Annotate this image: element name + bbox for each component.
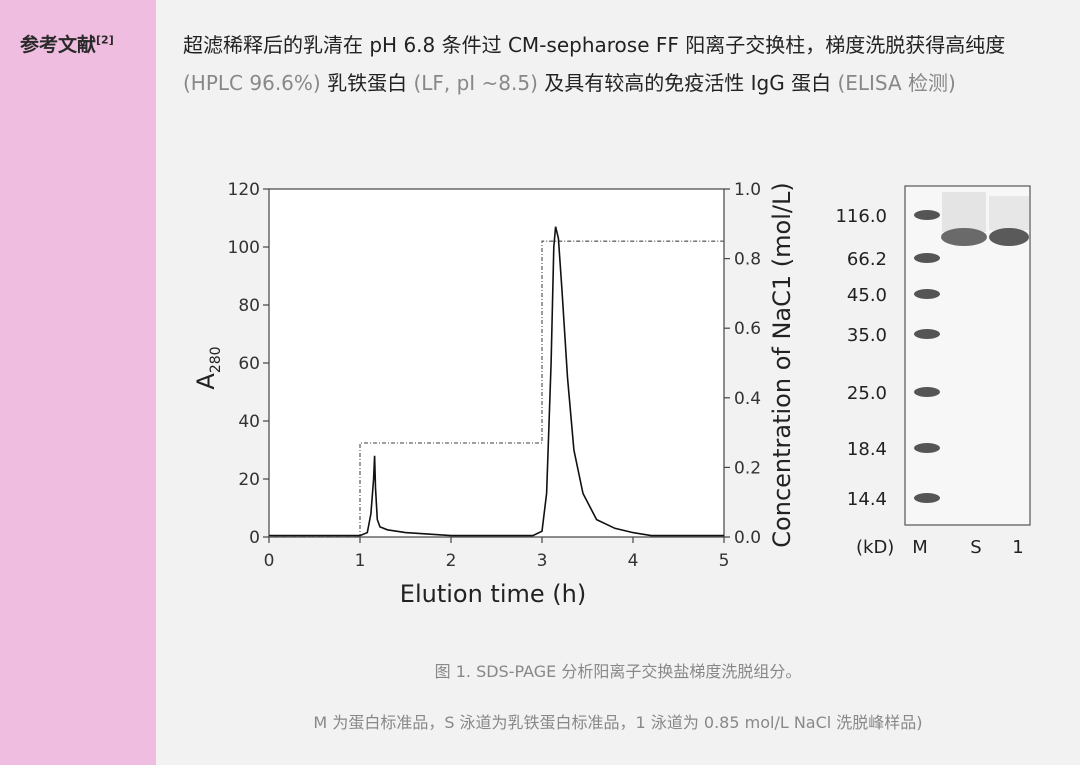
gel-marker-band [914,443,940,453]
summary-part-2: 乳铁蛋白 [320,71,414,95]
y2-tick-label: 0.6 [734,319,761,339]
x-tick-label: 1 [355,551,366,571]
y-tick-label: 40 [238,412,260,432]
gel-marker-label: 18.4 [847,439,887,460]
a280-absorbance-line [269,226,724,537]
gel-band-1-lf [989,228,1029,246]
y-tick-label: 120 [228,180,260,200]
gel-marker-label: 35.0 [847,325,887,346]
summary-text: 超滤稀释后的乳清在 pH 6.8 条件过 CM-sepharose FF 阳离子… [183,26,1063,102]
figure-caption-2: M 为蛋白标准品，S 泳道为乳铁蛋白标准品，1 泳道为 0.85 mol/L N… [313,713,923,732]
gel-marker-band [914,329,940,339]
y2-tick-label: 0.0 [734,528,761,548]
summary-part-1: 超滤稀释后的乳清在 pH 6.8 条件过 CM-sepharose FF 阳离子… [183,33,1006,57]
summary-lf-note: (LF, pI ~8.5) [413,71,538,95]
x-tick-label: 5 [719,551,730,571]
gel-lane-s-smear [942,192,986,232]
reference-label: 参考文献[2] [20,30,114,57]
nacl-gradient-line [269,240,724,538]
y-tick-label: 100 [228,238,260,258]
y-axis-ticks: 0 20 40 60 80 100 120 [228,180,269,548]
gel-marker-label: 116.0 [835,206,887,227]
figure-caption-1: 图 1. SDS-PAGE 分析阳离子交换盐梯度洗脱组分。 [434,662,802,681]
x-tick-label: 0 [264,551,275,571]
gel-lane-labels: M S 1 [912,537,1023,558]
y-axis-label-main: A [192,373,220,390]
elution-chromatogram: 0 20 40 60 80 100 120 0.0 0.2 0.4 0.6 0.8 1.0 0 1 2 3 4… [192,180,796,608]
main-content: 超滤稀释后的乳清在 pH 6.8 条件过 CM-sepharose FF 阳离子… [156,0,1080,765]
y-tick-label: 20 [238,470,260,490]
x-tick-label: 2 [446,551,457,571]
gel-marker-band [914,387,940,397]
y2-tick-label: 0.4 [734,389,761,409]
summary-hplc-note: (HPLC 96.6%) [183,71,321,95]
gel-marker-label: 14.4 [847,489,887,510]
y-axis-label-subscript: 280 [208,346,224,373]
gel-marker-band [914,289,940,299]
gel-marker-labels: 116.0 66.2 45.0 35.0 25.0 18.4 14.4 [835,206,887,510]
x-axis-label: Elution time (h) [400,580,586,608]
gel-marker-label: 66.2 [847,249,887,270]
gel-lane-label: 1 [1012,537,1023,558]
x-axis-ticks: 0 1 2 3 4 5 [264,537,730,571]
y2-tick-label: 1.0 [734,180,761,200]
summary-part-3: 及具有较高的免疫活性 IgG 蛋白 [537,71,838,95]
y-tick-label: 0 [249,528,260,548]
x-tick-label: 4 [628,551,639,571]
sidebar: 参考文献[2] [0,0,156,765]
y2-axis-ticks: 0.0 0.2 0.4 0.6 0.8 1.0 [724,180,761,548]
gel-lane-label: S [970,537,981,558]
figure: 0 20 40 60 80 100 120 0.0 0.2 0.4 0.6 0.8 1.0 0 1 2 3 4… [192,180,1031,608]
gel-marker-label: 45.0 [847,285,887,306]
gel-marker-bands [914,210,940,503]
y-tick-label: 60 [238,354,260,374]
plot-frame [268,188,725,538]
gel-marker-band [914,210,940,220]
y-tick-label: 80 [238,296,260,316]
gel-marker-band [914,493,940,503]
sds-page-gel: 116.0 66.2 45.0 35.0 25.0 18.4 14.4 (kD) M S 1 [835,185,1031,558]
reference-label-text: 参考文献 [20,34,97,56]
y2-tick-label: 0.8 [734,250,761,270]
x-tick-label: 3 [537,551,548,571]
y2-axis-label: Concentration of NaC1 (mol/L) [768,182,796,547]
gel-marker-band [914,253,940,263]
reference-citation-number: [2] [96,33,114,47]
gel-lane-label: M [912,537,928,558]
y-axis-label: A280 [192,346,224,389]
y2-tick-label: 0.2 [734,458,761,478]
gel-lane-1-smear [989,196,1029,230]
gel-unit-label: (kD) [856,537,894,558]
gel-marker-label: 25.0 [847,383,887,404]
summary-elisa-note: (ELISA 检测) [837,71,956,95]
gel-band-s-lf [941,228,987,246]
